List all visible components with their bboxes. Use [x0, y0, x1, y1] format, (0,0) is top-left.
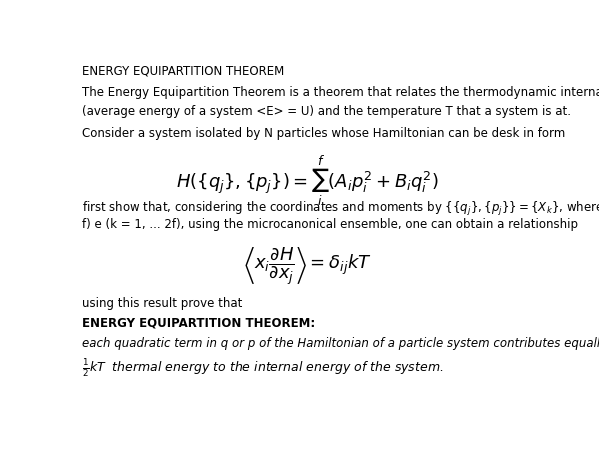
- Text: $\left\langle x_i \dfrac{\partial H}{\partial x_j}\right\rangle = \delta_{ij}kT$: $\left\langle x_i \dfrac{\partial H}{\pa…: [243, 245, 371, 287]
- Text: $H(\{q_j\},\{p_j\}) = \sum_{i}^{f}(A_i p_i^2 + B_i q_i^2)$: $H(\{q_j\},\{p_j\}) = \sum_{i}^{f}(A_i p…: [176, 154, 438, 208]
- Text: ENERGY EQUIPARTITION THEOREM: ENERGY EQUIPARTITION THEOREM: [82, 64, 284, 77]
- Text: each quadratic term in q or p of the Hamiltonian of a particle system contribute: each quadratic term in q or p of the Ham…: [82, 337, 599, 350]
- Text: (average energy of a system <E> = U) and the temperature T that a system is at.: (average energy of a system <E> = U) and…: [82, 105, 571, 118]
- Text: f) e (k = 1, ... 2f), using the microcanonical ensemble, one can obtain a relati: f) e (k = 1, ... 2f), using the microcan…: [82, 219, 578, 231]
- Text: first show that, considering the coordinates and moments by $\{\{q_j\}, \{p_j\}\: first show that, considering the coordin…: [82, 200, 599, 218]
- Text: $\frac{1}{2}kT$  thermal energy to the internal energy of the system.: $\frac{1}{2}kT$ thermal energy to the in…: [82, 358, 443, 379]
- Text: The Energy Equipartition Theorem is a theorem that relates the thermodynamic int: The Energy Equipartition Theorem is a th…: [82, 86, 599, 99]
- Text: using this result prove that: using this result prove that: [82, 297, 242, 310]
- Text: Consider a system isolated by N particles whose Hamiltonian can be desk in form: Consider a system isolated by N particle…: [82, 127, 565, 140]
- Text: ENERGY EQUIPARTITION THEOREM:: ENERGY EQUIPARTITION THEOREM:: [82, 316, 315, 329]
